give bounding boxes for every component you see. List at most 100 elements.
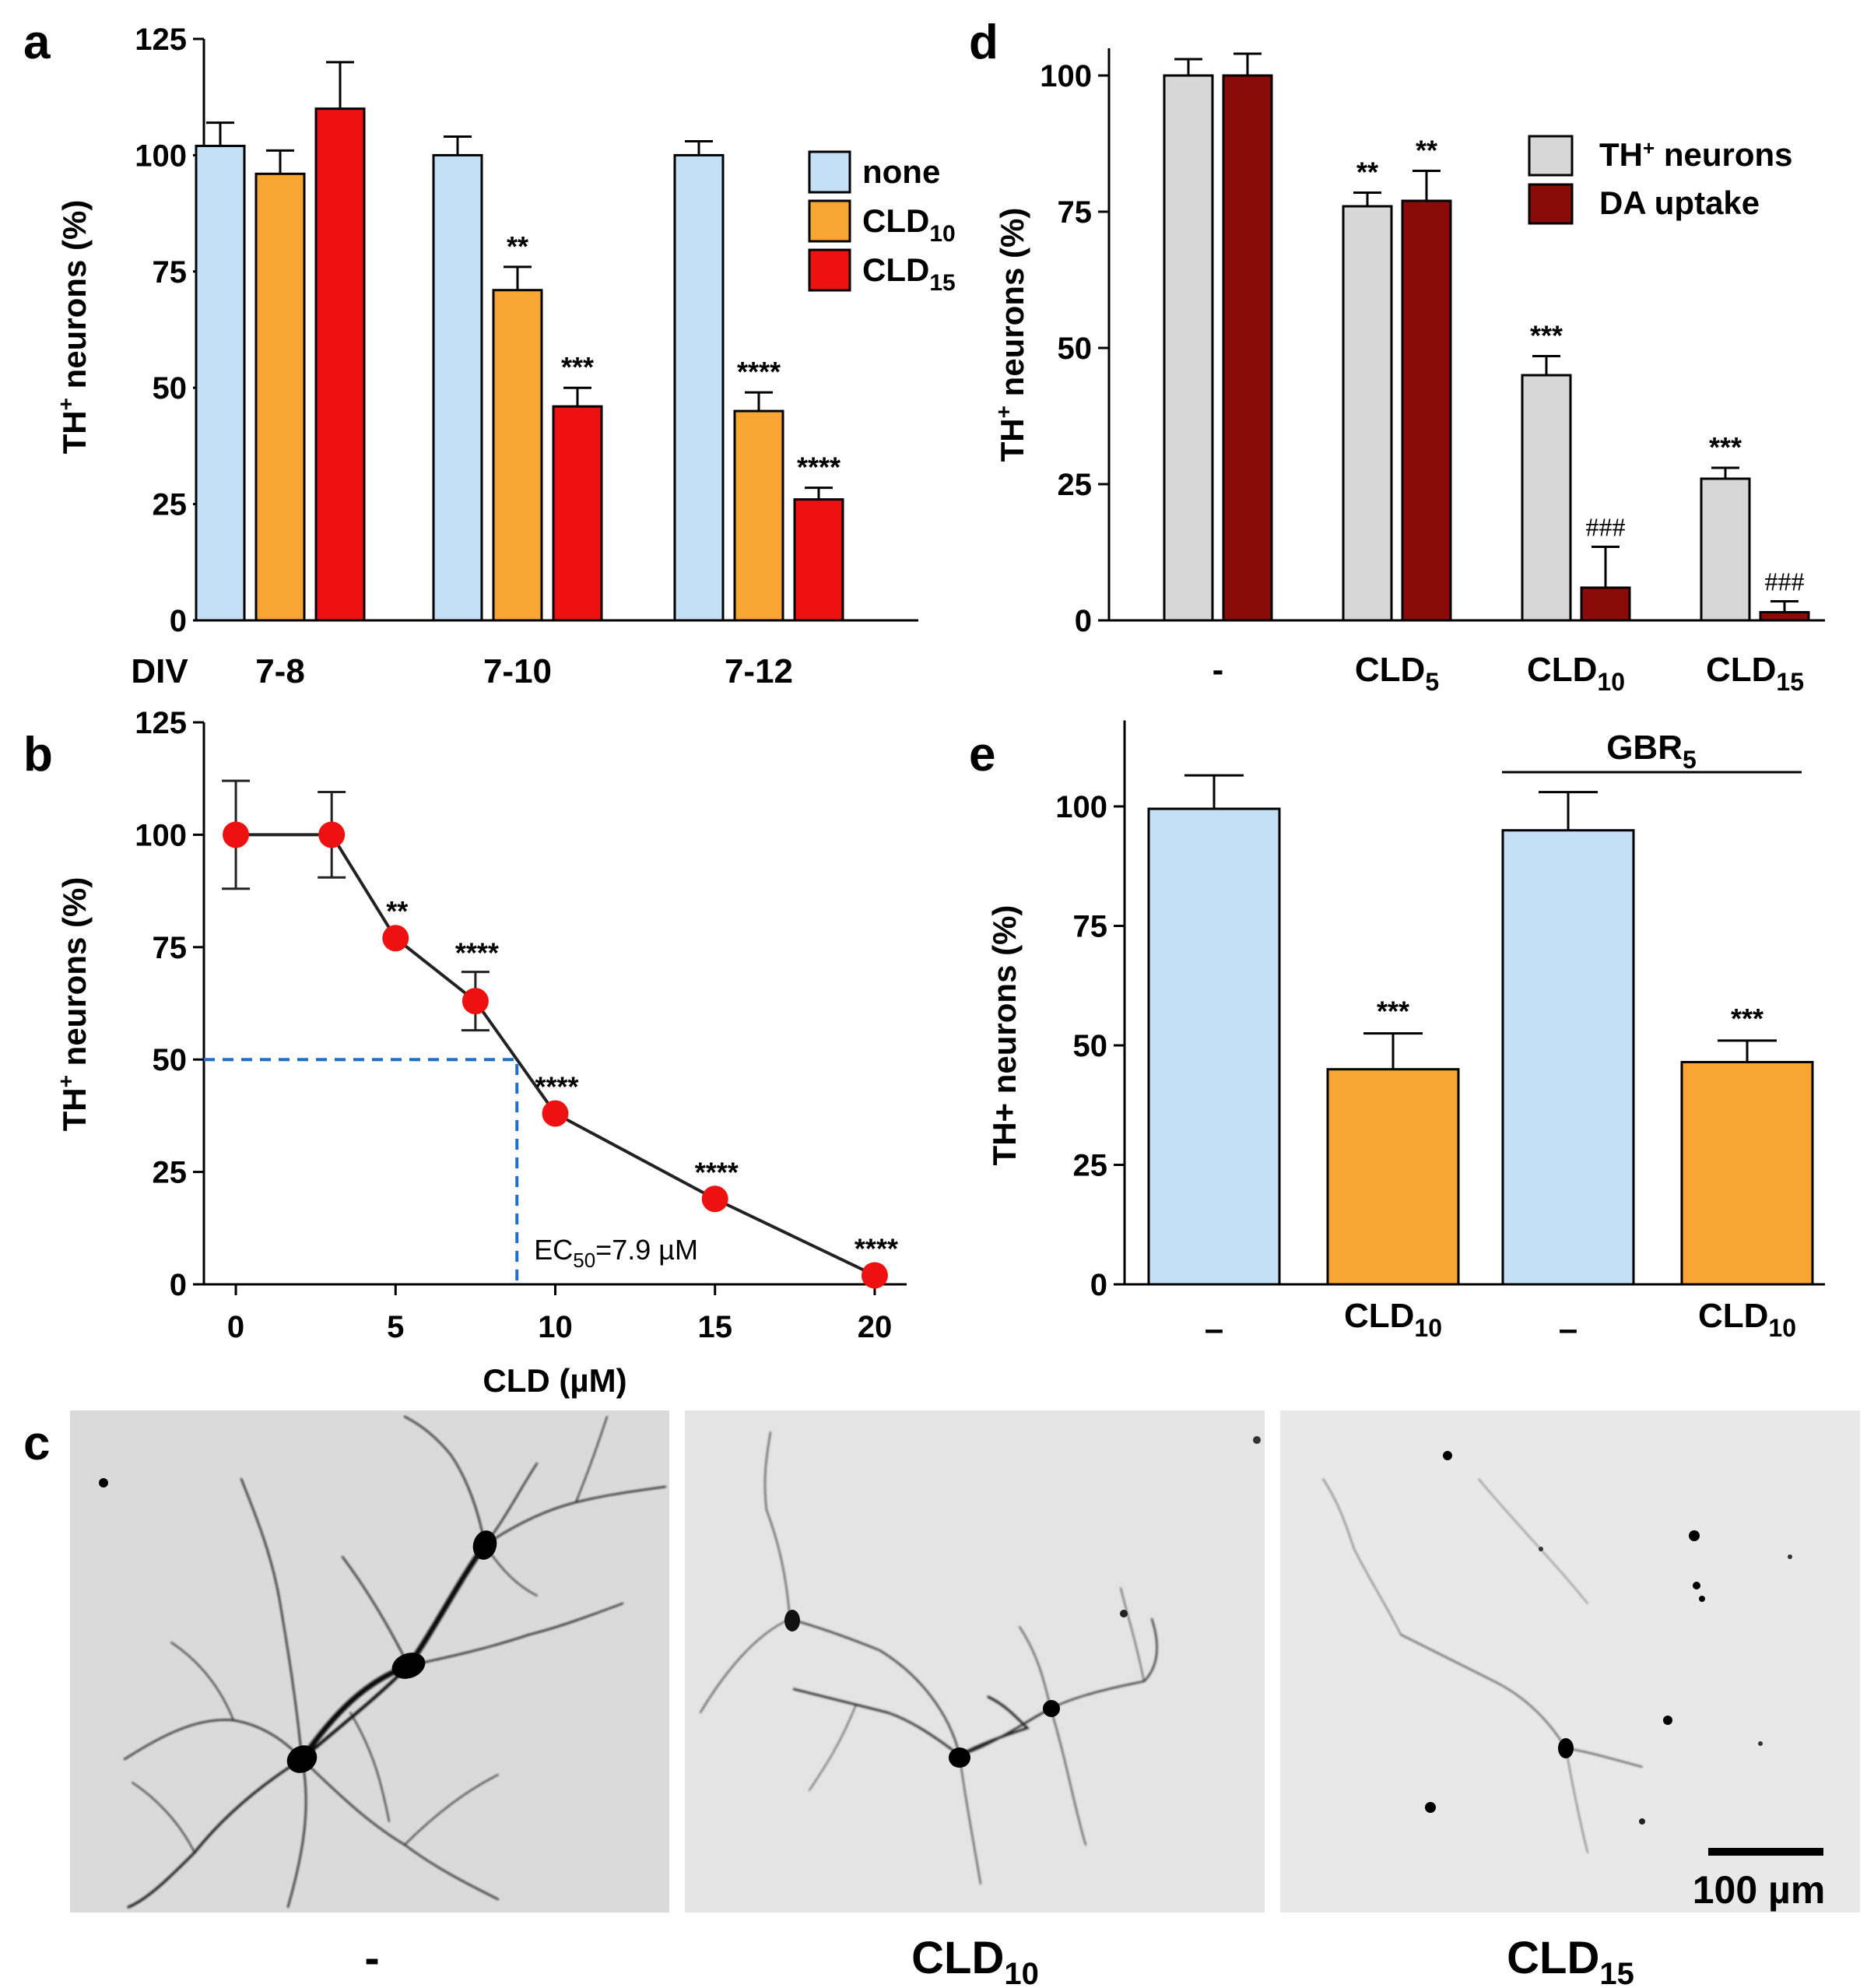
panel-e-bar [1501,829,1635,1286]
panel-a-x-axis-label: DIV [131,652,188,690]
panel-d-bar [1401,199,1452,622]
panel-label-c: c [23,1417,50,1470]
panel-d-y-tick-label: 50 [1058,332,1093,366]
panel-a-legend-swatch [808,150,851,194]
panel-c-micrographs: c [23,1410,1860,1988]
panel-b-y-tick-label: 25 [153,1156,188,1190]
panel-d-bar [1580,586,1631,622]
panel-d-significance: *** [1530,320,1563,352]
panel-e-y-tick-label: 0 [1090,1268,1107,1302]
panel-b-ec50-guide [204,1058,519,1284]
panel-a-bar [195,144,246,622]
panel-a-significance: *** [561,351,594,383]
micrograph-cld10 [685,1410,1265,1912]
panel-b-y-tick-label: 50 [153,1043,188,1077]
panel-d-category-label: CLD5 [1355,651,1439,696]
panel-a-category-label: 7-8 [255,652,305,690]
panel-a-bar [254,172,306,622]
panel-b-x-tick-label: 10 [538,1310,573,1344]
panel-d-y-tick-label: 100 [1040,59,1092,93]
panel-e-category-label: CLD10 [1698,1297,1796,1342]
panel-a-y-tick-label: 25 [153,488,188,522]
panel-b-data-point [318,821,346,848]
micrograph-label-cld15: CLD15 [1507,1933,1634,1988]
panel-e-y-tick-label: 25 [1073,1149,1108,1183]
panel-b-y-tick-label: 0 [170,1268,187,1302]
panel-e-category-label: CLD10 [1344,1297,1442,1342]
panel-b-y-tick-label: 125 [135,706,187,740]
scale-bar [1708,1848,1823,1856]
panel-a-y-tick-label: 50 [153,371,188,406]
panel-d-legend-label: DA uptake [1599,184,1760,221]
panel-b-x-tick-label: 15 [697,1310,732,1344]
panel-b-y-axis-label: TH+ neurons (%) [54,877,93,1132]
micrograph-label-control: - [364,1933,379,1983]
panel-b-dose-response: b 0 25 50 75 100 125 0 5 10 15 20 TH+ neurons (%) CL… [23,706,907,1399]
panel-d-y-tick-label: 75 [1058,195,1093,230]
panel-a-bar [432,153,483,622]
panel-b-ec50-label: EC50=7.9 µM [534,1234,698,1272]
panel-b-x-tick-label: 0 [227,1310,244,1344]
panel-b-x-tick-label: 20 [858,1310,893,1344]
panel-b-data-point [382,925,409,952]
panel-a-bar-chart: a 0 25 50 75 100 125 TH+ neurons (%) DIV 7-8 7-10… [23,16,956,690]
panel-d-bar-chart: d 0 25 50 75 100 TH+ neurons (%) - CLD5 CLD10 CLD… [969,16,1825,696]
panel-d-significance: ** [1356,156,1378,188]
panel-label-a: a [23,16,51,69]
panel-a-legend-label: none [862,153,940,190]
panel-d-significance: *** [1709,431,1742,463]
panel-a-bar [314,107,366,622]
panel-d-significance: ### [1586,514,1626,543]
scale-bar-label: 100 µm [1693,1868,1826,1912]
panel-b-significance: **** [455,937,499,969]
panel-e-bar [1147,807,1281,1286]
panel-d-bar [1700,477,1751,622]
panel-a-y-axis-label: TH+ neurons (%) [54,200,93,455]
panel-b-significance: **** [855,1232,898,1264]
panel-a-legend-label: CLD15 [862,251,956,296]
panel-a-significance: ** [507,230,528,262]
panel-a-y-tick-label: 0 [170,604,187,638]
panel-d-bar [1521,374,1572,622]
panel-a-category-label: 7-10 [483,652,552,690]
panel-b-x-tick-label: 5 [387,1310,404,1344]
panel-e-y-tick-label: 100 [1055,790,1107,824]
panel-b-x-axis-label: CLD (µM) [483,1362,626,1399]
micrograph-cld15: 100 µm [1280,1410,1860,1912]
panel-e-significance: *** [1377,996,1409,1027]
panel-d-legend-label: TH+ neurons [1599,136,1793,173]
panel-d-bar [1342,205,1393,622]
panel-a-bar [673,153,725,622]
panel-d-bar [1222,74,1273,622]
panel-d-category-label: CLD10 [1527,651,1625,696]
panel-d-bar [1163,74,1214,622]
panel-a-y-tick-label: 125 [135,23,187,57]
panel-d-legend-swatch [1528,183,1574,225]
panel-e-bar [1680,1060,1814,1286]
panel-e-significance: *** [1731,1003,1763,1034]
panel-d-category-label: - [1212,651,1224,689]
panel-d-significance: ### [1765,568,1805,597]
panel-b-series-line [236,833,876,1277]
panel-label-e: e [969,728,995,782]
panel-e-bar [1326,1068,1460,1286]
panel-b-data-point [861,1262,888,1289]
panel-e-bar-chart: e 0 25 50 75 100 TH+ neurons (%) – CLD10 – CLD10 G… [969,720,1825,1348]
panel-e-y-tick-label: 75 [1073,910,1108,944]
panel-b-y-tick-label: 75 [153,931,188,965]
panel-b-significance: ** [386,895,408,927]
panel-b-data-point [461,988,489,1015]
panel-a-significance: **** [797,451,840,483]
panel-d-y-axis-label: TH+ neurons (%) [991,208,1030,462]
panel-a-category-label: 7-12 [725,652,793,690]
panel-a-y-tick-label: 100 [135,139,187,173]
panel-d-significance: ** [1416,135,1437,167]
micrograph-label-cld10: CLD10 [911,1933,1039,1988]
panel-a-bar [552,405,603,622]
panel-d-category-label: CLD15 [1706,651,1804,696]
panel-a-bar [793,498,844,622]
panel-a-legend-swatch [808,199,851,243]
panel-b-y-tick-label: 100 [135,818,187,852]
panel-b-data-point [701,1185,728,1213]
panel-a-bar [733,409,784,622]
